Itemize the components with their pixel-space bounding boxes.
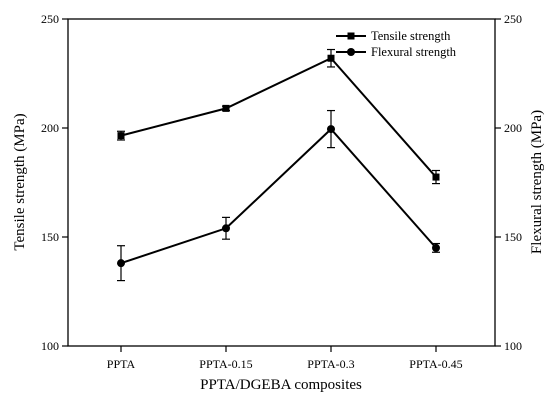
data-point-circle <box>432 243 440 252</box>
y-tick-label: 100 <box>41 339 59 353</box>
data-point-circle <box>117 259 125 268</box>
left-axis-ticks: 100 150 200 250 <box>41 12 68 353</box>
data-point-square <box>222 104 230 112</box>
legend: Tensile strength Flexural strength <box>336 29 457 59</box>
right-axis-title: Flexural strength (MPa) <box>529 110 545 254</box>
y2-tick-label: 250 <box>504 12 522 26</box>
right-axis-ticks: 100 150 200 250 <box>495 12 522 353</box>
series-flexural <box>117 109 440 282</box>
data-point-square <box>117 132 125 140</box>
data-point-circle <box>222 224 230 233</box>
y2-tick-label: 200 <box>504 121 522 135</box>
y-tick-label: 200 <box>41 121 59 135</box>
y-tick-label: 250 <box>41 12 59 26</box>
y-tick-label: 150 <box>41 230 59 244</box>
x-tick-label: PPTA-0.15 <box>199 357 252 371</box>
y2-tick-label: 150 <box>504 230 522 244</box>
x-axis-title: PPTA/DGEBA composites <box>200 377 362 393</box>
y2-tick-label: 100 <box>504 339 522 353</box>
legend-marker-flexural <box>347 48 355 56</box>
series-line <box>120 127 437 265</box>
data-point-circle <box>327 125 335 134</box>
legend-label-tensile: Tensile strength <box>371 29 451 43</box>
series-tensile <box>117 48 440 185</box>
x-tick-label: PPTA <box>107 357 136 371</box>
left-axis-title: Tensile strength (MPa) <box>12 113 28 250</box>
x-tick-label: PPTA-0.45 <box>409 357 462 371</box>
plot-frame <box>67 18 496 347</box>
series-line <box>120 57 437 178</box>
x-axis-ticks: PPTA PPTA-0.15 PPTA-0.3 PPTA-0.45 <box>107 346 463 371</box>
x-tick-label: PPTA-0.3 <box>307 357 354 371</box>
data-point-square <box>327 54 335 62</box>
data-point-square <box>432 173 440 181</box>
series-layer <box>117 48 440 282</box>
legend-marker-tensile <box>347 32 355 40</box>
legend-label-flexural: Flexural strength <box>371 45 457 59</box>
